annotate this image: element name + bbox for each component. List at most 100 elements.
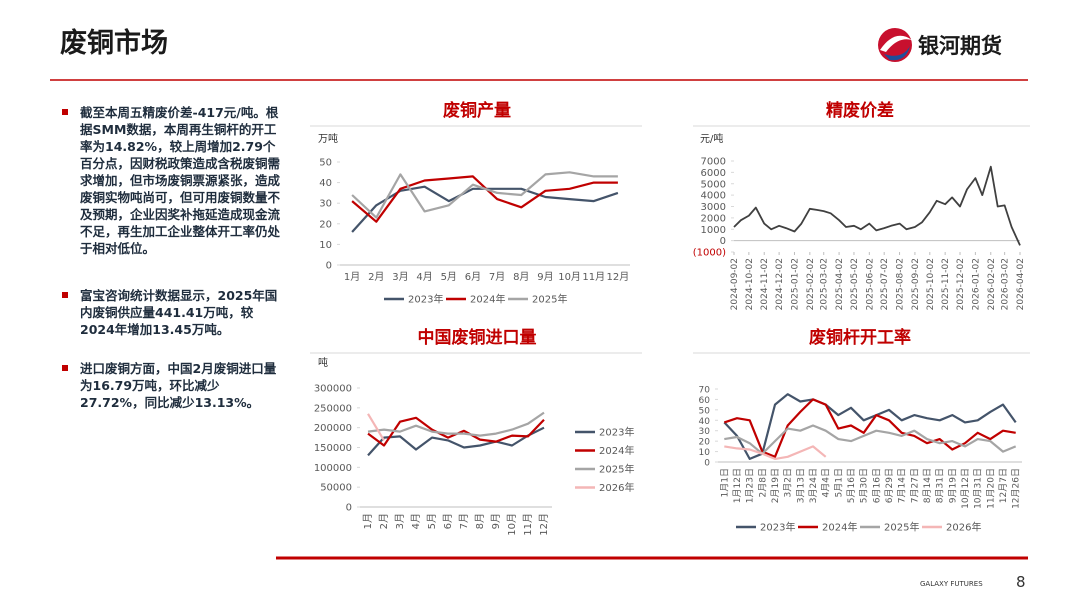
y-tick-label: 7000 bbox=[701, 157, 726, 168]
legend-label: 2024年 bbox=[599, 444, 634, 457]
x-tick-label: 4月4日 bbox=[821, 468, 832, 497]
x-tick-label: 11月 bbox=[522, 513, 534, 536]
x-tick-label: 12月 bbox=[538, 513, 550, 536]
x-tick-label: 2024-12-02 bbox=[775, 258, 785, 310]
y-unit: 吨 bbox=[318, 356, 328, 369]
x-tick-label: 3月2日 bbox=[783, 468, 794, 497]
legend-label: 2024年 bbox=[822, 521, 857, 534]
y-unit: 万吨 bbox=[318, 132, 338, 145]
y-tick-label: 30 bbox=[319, 199, 332, 210]
y-tick-label: 60 bbox=[699, 396, 711, 406]
y-tick-label: (1000) bbox=[693, 248, 726, 259]
legend-label: 2026年 bbox=[946, 521, 981, 534]
series-line bbox=[723, 398, 1016, 458]
y-tick-label: 1000 bbox=[701, 225, 726, 236]
y-tick-label: 3000 bbox=[701, 202, 726, 213]
y-tick-label: 300000 bbox=[314, 384, 352, 395]
y-tick-label: 100000 bbox=[314, 463, 352, 474]
x-tick-label: 2025-05-02 bbox=[850, 258, 860, 310]
x-tick-label: 9月 bbox=[537, 271, 553, 283]
x-tick-label: 2024-09-02 bbox=[730, 258, 740, 310]
y-tick-label: 0 bbox=[346, 503, 352, 514]
x-tick-label: 8月 bbox=[513, 271, 529, 283]
y-tick-label: 20 bbox=[319, 219, 332, 230]
x-tick-label: 2025-08-02 bbox=[896, 258, 906, 310]
legend-label: 2023年 bbox=[599, 426, 634, 439]
legend-label: 2025年 bbox=[532, 293, 567, 306]
legend-label: 2023年 bbox=[760, 521, 795, 534]
y-tick-label: 5000 bbox=[701, 179, 726, 190]
y-tick-label: 0 bbox=[704, 459, 710, 469]
y-tick-label: 10 bbox=[699, 448, 711, 458]
x-tick-label: 1月 bbox=[362, 513, 374, 529]
y-tick-label: 0 bbox=[720, 236, 726, 247]
y-tick-label: 40 bbox=[319, 178, 332, 189]
footer-brand: GALAXY FUTURES bbox=[920, 580, 983, 588]
y-tick-label: 40 bbox=[699, 417, 711, 427]
x-tick-label: 1月23日 bbox=[745, 468, 756, 503]
x-tick-label: 5月16日 bbox=[846, 468, 857, 503]
x-tick-label: 7月 bbox=[458, 513, 470, 529]
x-tick-label: 11月20日 bbox=[985, 468, 996, 509]
bullet: 截至本周五精废价差-417元/吨。根据SMM数据，本周再生铜杆的开工率为14.8… bbox=[60, 104, 282, 257]
x-tick-label: 2025-10-02 bbox=[926, 258, 936, 310]
x-tick-label: 2月8日 bbox=[757, 468, 768, 497]
y-tick-label: 150000 bbox=[314, 443, 352, 454]
page-title: 废铜市场 bbox=[60, 27, 168, 59]
x-tick-label: 10月 bbox=[506, 513, 518, 536]
x-tick-label: 2025-12-02 bbox=[956, 258, 966, 310]
x-tick-label: 2025-02-02 bbox=[806, 258, 816, 310]
y-tick-label: 6000 bbox=[701, 168, 726, 179]
x-tick-label: 8月 bbox=[474, 513, 486, 529]
x-tick-label: 12月 bbox=[607, 271, 630, 283]
bullet-list: 截至本周五精废价差-417元/吨。根据SMM数据，本周再生铜杆的开工率为14.8… bbox=[60, 104, 282, 411]
page-number: 8 bbox=[1016, 573, 1026, 591]
y-tick-label: 20 bbox=[699, 438, 711, 448]
x-tick-label: 9月19日 bbox=[947, 468, 958, 503]
x-tick-label: 12月26日 bbox=[1011, 468, 1022, 509]
series-line bbox=[367, 426, 545, 457]
x-tick-label: 6月 bbox=[442, 513, 454, 529]
x-tick-label: 2024-10-02 bbox=[745, 258, 755, 310]
series-line bbox=[367, 411, 545, 437]
x-tick-label: 10月 bbox=[558, 271, 581, 283]
x-tick-label: 5月 bbox=[441, 271, 457, 283]
x-tick-label: 7月27日 bbox=[909, 468, 920, 503]
legend-label: 2026年 bbox=[599, 481, 634, 494]
x-tick-label: 2026-04-02 bbox=[1016, 258, 1026, 310]
x-tick-label: 3月 bbox=[392, 271, 408, 283]
x-tick-label: 3月24日 bbox=[808, 468, 819, 503]
bullet: 进口废铜方面，中国2月废铜进口量为16.79万吨，环比减少27.72%，同比减少… bbox=[60, 360, 282, 411]
x-tick-label: 9月 bbox=[490, 513, 502, 529]
x-tick-label: 4月 bbox=[416, 271, 432, 283]
x-tick-label: 2月 bbox=[378, 513, 390, 529]
x-tick-label: 1月 bbox=[344, 271, 360, 283]
logo-swoosh bbox=[880, 35, 912, 52]
y-tick-label: 200000 bbox=[314, 423, 352, 434]
series-line bbox=[723, 393, 1017, 460]
x-tick-label: 8月14日 bbox=[922, 468, 933, 503]
y-tick-label: 50 bbox=[319, 158, 332, 169]
x-tick-label: 2025-03-02 bbox=[820, 258, 830, 310]
x-tick-label: 2025-09-02 bbox=[911, 258, 921, 310]
y-tick-label: 0 bbox=[326, 261, 332, 272]
x-tick-label: 5月30日 bbox=[859, 468, 870, 503]
x-tick-label: 1月1日 bbox=[719, 468, 730, 497]
y-tick-label: 50000 bbox=[320, 483, 352, 494]
x-tick-label: 2月 bbox=[368, 271, 384, 283]
x-tick-label: 2024-11-02 bbox=[760, 258, 770, 310]
logo-swoosh-blue bbox=[884, 46, 910, 61]
series-line bbox=[724, 424, 1017, 455]
chart-title: 废铜产量 bbox=[443, 100, 511, 121]
x-tick-label: 5月 bbox=[426, 513, 438, 529]
series-line bbox=[724, 445, 827, 460]
series-line bbox=[351, 171, 618, 219]
legend-label: 2024年 bbox=[470, 293, 505, 306]
logo-text: 银河期货 bbox=[918, 34, 1002, 58]
x-tick-label: 7月14日 bbox=[897, 468, 908, 503]
x-tick-label: 2025-06-02 bbox=[865, 258, 875, 310]
x-tick-label: 6月16日 bbox=[871, 468, 882, 503]
x-tick-label: 8月31日 bbox=[935, 468, 946, 503]
